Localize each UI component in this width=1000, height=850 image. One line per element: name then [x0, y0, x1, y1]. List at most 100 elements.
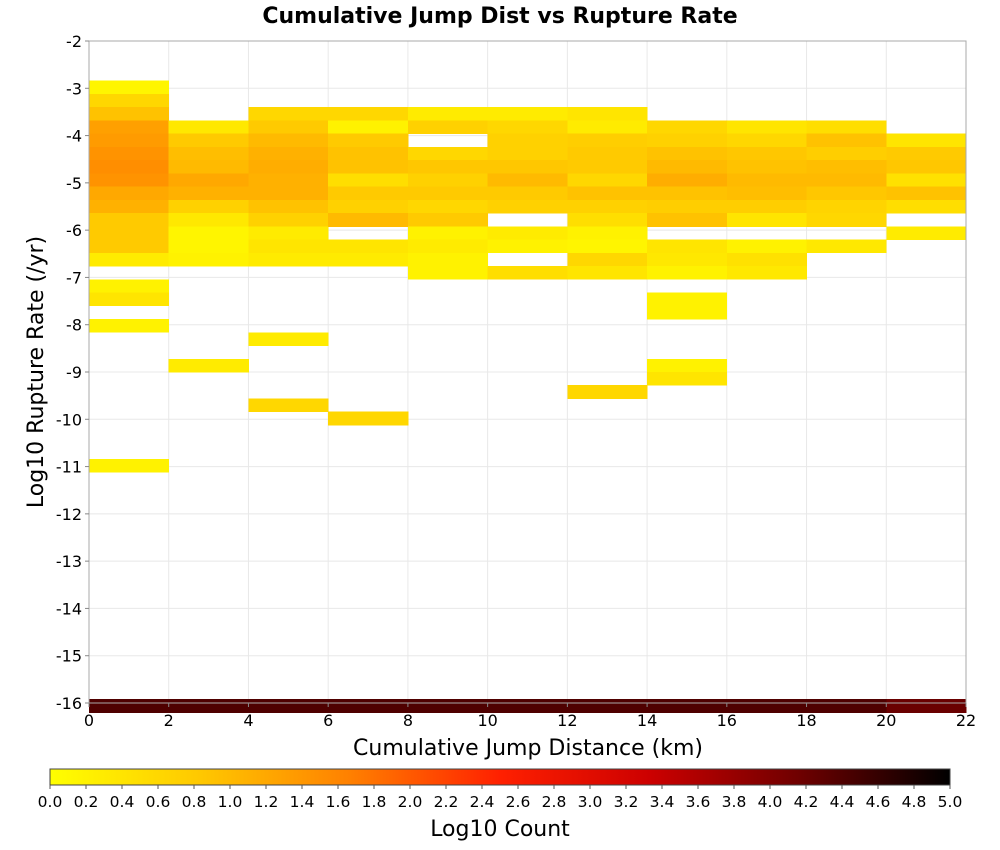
heatmap-cell	[806, 160, 887, 174]
heatmap-cell	[726, 699, 807, 713]
heatmap-cell	[248, 146, 329, 161]
x-tick-label: 6	[323, 711, 333, 730]
heatmap-cell	[487, 266, 568, 280]
heatmap-cell	[168, 226, 249, 240]
heatmap-cell	[567, 385, 648, 399]
heatmap-cell	[487, 199, 568, 214]
heatmap-cell	[168, 213, 249, 227]
heatmap-cell	[886, 146, 967, 161]
heatmap-cell	[647, 120, 728, 135]
heatmap-cell	[89, 199, 170, 214]
heatmap-cell	[647, 133, 728, 148]
heatmap-cell	[328, 133, 409, 148]
heatmap-cell	[328, 699, 409, 713]
heatmap-cell	[407, 239, 489, 254]
heatmap-cell	[328, 186, 409, 201]
heatmap-cell	[886, 199, 967, 214]
heatmap-cell	[407, 252, 489, 267]
heatmap-cell	[89, 226, 170, 240]
heatmap-cell	[567, 252, 648, 267]
heatmap-cell	[248, 398, 329, 413]
colorbar-ticks: 0.0 0.2 0.4 0.6 0.8 1.0 1.2 1.4 1.6 1.8 2.0 2.2 2.4 2…	[38, 785, 963, 811]
heatmap-cell	[168, 186, 249, 201]
heatmap-cell	[647, 372, 728, 386]
heatmap-cell	[407, 173, 489, 188]
colorbar-tick-label: 3.2	[614, 793, 639, 811]
colorbar-tick-label: 0.8	[182, 793, 207, 811]
heatmap-cell	[407, 699, 489, 713]
heatmap-cell	[89, 279, 170, 293]
heatmap-cell	[487, 173, 568, 188]
heatmap-cell	[89, 252, 170, 267]
heatmap-cell	[567, 213, 648, 227]
heatmap-cell	[806, 199, 887, 214]
heatmap-cell	[328, 411, 409, 426]
x-tick-label: 12	[557, 711, 577, 730]
heatmap-cell	[89, 80, 170, 95]
y-axis-label: Log10 Rupture Rate (/yr)	[24, 236, 49, 508]
heatmap-cell	[168, 173, 249, 188]
y-tick-label: -12	[56, 505, 82, 524]
x-tick-label: 20	[876, 711, 896, 730]
heatmap-cells	[89, 80, 967, 713]
colorbar-tick-label: 4.6	[866, 793, 891, 811]
y-tick-label: -14	[56, 599, 82, 618]
heatmap-cell	[168, 160, 249, 174]
heatmap-cell	[647, 305, 728, 320]
heatmap-cell	[726, 160, 807, 174]
colorbar-tick-label: 1.2	[254, 793, 279, 811]
heatmap-cell	[407, 160, 489, 174]
heatmap-cell	[328, 107, 409, 121]
heatmap-cell	[89, 213, 170, 227]
heatmap-cell	[726, 252, 807, 267]
heatmap-cell	[407, 213, 489, 227]
heatmap-cell	[886, 699, 967, 713]
heatmap-cell	[886, 173, 967, 188]
colorbar-tick-label: 0.6	[146, 793, 171, 811]
heatmap-cell	[89, 133, 170, 148]
colorbar-tick-label: 5.0	[938, 793, 963, 811]
heatmap-cell	[248, 252, 329, 267]
heatmap-cell	[168, 120, 249, 135]
heatmap-cell	[726, 146, 807, 161]
heatmap-cell	[328, 120, 409, 135]
y-tick-label: -10	[56, 410, 82, 429]
heatmap-cell	[647, 173, 728, 188]
colorbar-tick-label: 3.0	[578, 793, 603, 811]
heatmap-cell	[328, 160, 409, 174]
heatmap-cell	[487, 226, 568, 240]
heatmap-cell	[248, 173, 329, 188]
heatmap-cell	[647, 239, 728, 254]
heatmap-cell	[487, 120, 568, 135]
heatmap-cell	[567, 199, 648, 214]
heatmap-cell	[248, 213, 329, 227]
heatmap-cell	[487, 160, 568, 174]
heatmap-cell	[647, 186, 728, 201]
heatmap-cell	[647, 252, 728, 267]
heatmap-cell	[647, 358, 728, 373]
heatmap-cell	[89, 173, 170, 188]
heatmap-cell	[248, 699, 329, 713]
heatmap-cell	[168, 358, 249, 373]
heatmap-cell	[407, 107, 489, 121]
heatmap-cell	[248, 107, 329, 121]
heatmap-cell	[487, 146, 568, 161]
heatmap-cell	[726, 186, 807, 201]
colorbar-tick-label: 2.4	[470, 793, 495, 811]
y-axis-ticks: -2 -3 -4 -5 -6 -7 -8 -9 -10 -11 -12 -13 -14 -15 -16	[56, 32, 89, 713]
y-tick-label: -13	[56, 552, 82, 571]
heatmap-cell	[726, 120, 807, 135]
colorbar-tick-label: 4.8	[902, 793, 927, 811]
y-tick-label: -4	[66, 127, 82, 146]
x-tick-label: 8	[403, 711, 413, 730]
colorbar-tick-label: 0.4	[110, 793, 135, 811]
heatmap-cell	[89, 107, 170, 121]
heatmap-cell	[726, 239, 807, 254]
y-tick-label: -9	[66, 363, 82, 382]
colorbar-tick-label: 3.8	[722, 793, 747, 811]
heatmap-cell	[726, 213, 807, 227]
y-tick-label: -8	[66, 316, 82, 335]
heatmap-cell	[89, 319, 170, 333]
heatmap-cell	[806, 146, 887, 161]
x-tick-label: 22	[956, 711, 976, 730]
